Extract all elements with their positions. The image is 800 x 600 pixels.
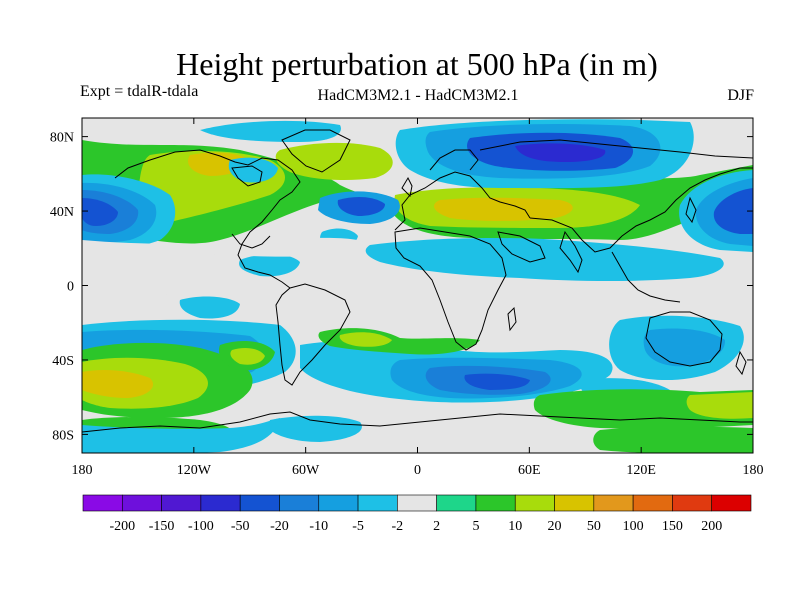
colorbar-label: 10 (508, 519, 522, 534)
colorbar-label: -100 (188, 519, 214, 534)
colorbar-label: -20 (270, 519, 289, 534)
contour-20-atlantic-north (275, 142, 393, 180)
coast-europe (394, 171, 531, 231)
contour-neg-tropics (365, 237, 724, 281)
coast-southeast-asia (611, 251, 681, 303)
contour-neg20-atlantic-center (337, 196, 385, 216)
x-tick-label: 120E (626, 463, 656, 478)
coast-africa (394, 227, 507, 351)
contour-50-south-pacific (82, 370, 154, 398)
colorbar-swatch (672, 494, 713, 512)
contour-50-eurasia (434, 197, 573, 221)
coast-australia (645, 311, 723, 367)
experiment-label: Expt = tdalR-tdala (80, 83, 199, 100)
colorbar-label: 200 (701, 519, 722, 534)
colorbar-label: 50 (587, 519, 601, 534)
coast-scandinavia (429, 149, 479, 171)
colorbar-label: -10 (309, 519, 328, 534)
coast-antarctica (82, 411, 753, 433)
contour-neg10-australia (643, 328, 726, 367)
x-tick-label: 0 (414, 463, 421, 478)
colorbar: -200 -150 -100 -50 -20 -10 -5 -2 2 5 10 20 50 100 150 2… (82, 494, 752, 534)
season-label: DJF (727, 87, 754, 104)
coast-new-zealand (735, 350, 747, 376)
colorbar-label: -5 (352, 519, 364, 534)
colorbar-swatch (397, 494, 437, 512)
colorbar-swatch (475, 494, 516, 512)
coast-japan (685, 196, 697, 224)
contour-neg50-siberia (515, 143, 606, 162)
colorbar-label: 5 (472, 519, 479, 534)
colorbar-swatch (632, 494, 673, 512)
x-tick-label: 60W (292, 463, 320, 478)
contour-neg-antarctic (82, 418, 280, 453)
y-tick-label: 40N (50, 205, 74, 220)
colorbar-label: -50 (231, 519, 250, 534)
y-tick-label: 40S (52, 354, 74, 369)
y-tick-label: 0 (67, 280, 74, 295)
contour-neutral-north (82, 237, 370, 257)
contour-fill-layer (82, 118, 753, 453)
x-tick-label: 180 (743, 463, 764, 478)
coast-siberia-north (479, 139, 753, 159)
coast-hudson-bay (231, 165, 263, 187)
colorbar-label: 20 (548, 519, 562, 534)
contour-20-south-atlantic (339, 332, 392, 347)
contour-neg-greenland (200, 120, 341, 142)
colorbar-swatch (357, 494, 398, 512)
y-tick-label: 80N (50, 131, 74, 146)
coast-arabia (497, 231, 546, 263)
contour-neg50-south-atlantic (464, 373, 530, 390)
coast-asia (529, 167, 753, 253)
coast-india (559, 230, 583, 274)
colorbar-label: -2 (392, 519, 404, 534)
colorbar-label: -150 (149, 519, 175, 534)
coast-madagascar (507, 306, 517, 332)
contour-pos-antarctic-east (593, 426, 753, 453)
colorbar-swatch (121, 494, 162, 512)
coast-north-america (114, 149, 301, 289)
colorbar-swatch (318, 494, 359, 512)
contour-neutral-equator (82, 277, 753, 300)
colorbar-swatch (554, 494, 595, 512)
contour-20-southern-ocean (686, 392, 753, 419)
colorbar-label: 2 (433, 519, 440, 534)
colorbar-swatch (161, 494, 202, 512)
coastline-layer (82, 129, 753, 433)
colorbar-swatch (436, 494, 477, 512)
colorbar-swatch (711, 494, 752, 512)
contour-neg-weddell (268, 415, 362, 442)
contour-neg50-pacific-west (82, 198, 118, 226)
colorbar-swatch (593, 494, 634, 512)
colorbar-label: 150 (662, 519, 683, 534)
coast-uk (401, 176, 413, 198)
colorbar-swatch (279, 494, 320, 512)
contour-neg20-pacific-east (713, 188, 753, 234)
colorbar-label: 100 (623, 519, 644, 534)
plot-title: Height perturbation at 500 hPa (in m) (176, 46, 658, 82)
colorbar-swatch (239, 494, 280, 512)
colorbar-label: -200 (109, 519, 135, 534)
colorbar-swatch (514, 494, 555, 512)
x-tick-label: 180 (72, 463, 93, 478)
colorbar-swatch (82, 494, 123, 512)
y-tick-label: 80S (52, 428, 74, 443)
coast-greenland (281, 129, 351, 173)
x-tick-label: 120W (177, 463, 212, 478)
axes-layer: 180 120W 60W 0 60E 120E 180 80N 40N 0 40S 80S (50, 118, 764, 478)
contour-20-chile (230, 348, 265, 365)
coast-gulf-mexico (231, 233, 271, 249)
coast-south-america (275, 283, 351, 386)
x-tick-label: 60E (518, 463, 541, 478)
contour-neg-equatorial-pacific (179, 296, 240, 319)
model-comparison-label: HadCM3M2.1 - HadCM3M2.1 (317, 87, 519, 104)
colorbar-swatch (200, 494, 241, 512)
